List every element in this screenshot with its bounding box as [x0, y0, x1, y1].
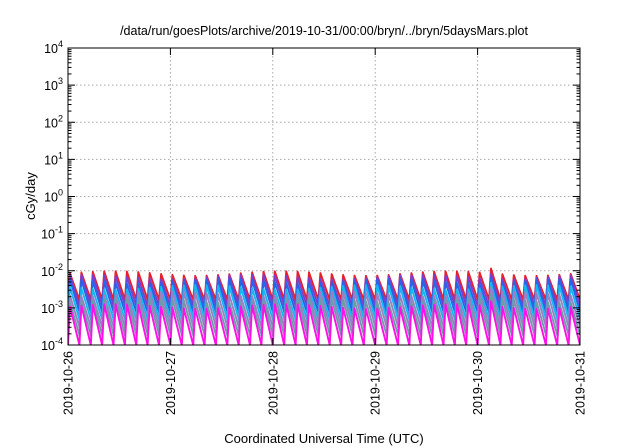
- y-tick-label-exponent: -3: [55, 299, 63, 309]
- y-tick-label-exponent: 2: [58, 113, 63, 123]
- x-axis-ticks: 2019-10-26 2019-10-27 2019-10-28 2019-10-29…: [62, 48, 588, 415]
- y-tick-label-base: 10: [41, 228, 55, 242]
- y-tick-label-base: 10: [44, 42, 58, 56]
- chart-title: /data/run/goesPlots/archive/2019-10-31/0…: [120, 24, 528, 38]
- series-layer: [68, 267, 580, 345]
- y-tick-label-base: 10: [44, 191, 58, 205]
- series-line-7: [68, 300, 580, 345]
- x-axis-label: Coordinated Universal Time (UTC): [224, 431, 423, 446]
- y-tick-label: 104: [44, 39, 63, 56]
- x-tick-label: 2019-10-29: [369, 351, 383, 415]
- y-tick-label: 10-3: [41, 299, 63, 316]
- x-tick-label: 2019-10-31: [574, 351, 588, 415]
- y-tick-label: 10-1: [41, 225, 63, 242]
- y-tick-label-base: 10: [41, 265, 55, 279]
- y-tick-label-base: 10: [44, 116, 58, 130]
- y-tick-label-exponent: -2: [55, 262, 63, 272]
- x-tick-label: 2019-10-28: [266, 351, 280, 415]
- y-tick-label-base: 10: [44, 79, 58, 93]
- x-tick-label: 2019-10-27: [164, 351, 178, 415]
- y-tick-label: 103: [44, 76, 63, 93]
- x-tick-label: 2019-10-26: [62, 351, 76, 415]
- y-tick-label-exponent: 1: [58, 150, 63, 160]
- y-tick-label-exponent: 3: [58, 76, 63, 86]
- y-tick-label-exponent: -4: [55, 336, 63, 346]
- y-tick-label-exponent: 0: [58, 188, 63, 198]
- y-tick-label: 10-2: [41, 262, 63, 279]
- x-tick-label: 2019-10-30: [471, 351, 485, 415]
- y-tick-label-exponent: 4: [58, 39, 63, 49]
- y-tick-label: 101: [44, 150, 63, 167]
- y-tick-label: 102: [44, 113, 63, 130]
- y-tick-label-base: 10: [41, 339, 55, 353]
- y-tick-label-base: 10: [44, 153, 58, 167]
- y-tick-label-exponent: -1: [55, 225, 63, 235]
- y-axis-label: cGy/day: [23, 172, 38, 220]
- y-tick-label-base: 10: [41, 302, 55, 316]
- y-tick-label: 10-4: [41, 336, 63, 353]
- y-tick-label: 100: [44, 188, 63, 205]
